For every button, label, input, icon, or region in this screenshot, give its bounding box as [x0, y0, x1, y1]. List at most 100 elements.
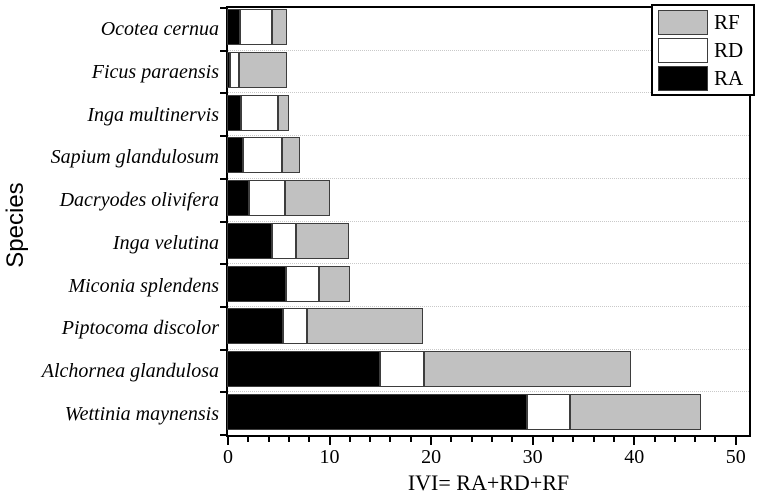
bar-segment-rd: [526, 393, 571, 430]
bar-segment-ra: [227, 222, 272, 259]
x-axis-major-tick: [328, 437, 331, 445]
bar-segment-ra: [227, 265, 286, 302]
x-axis-tick-label: 30: [522, 446, 543, 468]
x-axis-minor-tick: [551, 437, 554, 442]
bar-segment-ra: [227, 9, 241, 46]
category-label: Piptocoma discolor: [61, 317, 219, 340]
bar-segment-rf: [281, 137, 301, 174]
legend-swatch-rd: [658, 37, 708, 63]
bar-segment-rd: [241, 94, 278, 131]
bar-segment-ra: [227, 350, 381, 387]
legend-label: RF: [714, 10, 740, 34]
legend-entry: RA: [653, 64, 753, 92]
bar-segment-ra: [227, 393, 527, 430]
x-axis-minor-tick: [592, 437, 595, 442]
x-axis-minor-tick: [470, 437, 473, 442]
gridline: [228, 220, 749, 222]
y-axis-tick: [220, 49, 226, 52]
legend-label: RA: [714, 66, 744, 90]
bar-segment-rd: [243, 137, 282, 174]
bar-segment-rf: [424, 350, 632, 387]
x-axis-major-tick: [227, 437, 229, 445]
y-axis-tick: [220, 177, 226, 180]
gridline: [228, 177, 749, 179]
x-axis-minor-tick: [389, 437, 392, 442]
x-axis-minor-tick: [308, 437, 311, 442]
x-axis-minor-tick: [267, 437, 270, 442]
x-axis-tick-label: 0: [223, 446, 233, 468]
x-axis-minor-tick: [409, 437, 412, 442]
category-label: Sapium glandulosum: [50, 146, 219, 169]
bar-segment-rf: [284, 180, 330, 217]
x-axis-major-tick: [531, 437, 534, 445]
y-axis-tick: [220, 305, 226, 308]
legend-entry: RF: [653, 8, 753, 36]
y-axis-tick: [220, 7, 226, 9]
x-axis-tick-label: 50: [725, 446, 746, 468]
x-axis-minor-tick: [491, 437, 494, 442]
y-axis-tick: [220, 391, 226, 394]
x-axis-minor-tick: [612, 437, 615, 442]
x-axis-minor-tick: [653, 437, 656, 442]
x-axis-title: IVI= RA+RD+RF: [407, 470, 570, 495]
legend: RF RD RA: [651, 4, 755, 96]
x-axis-minor-tick: [369, 437, 372, 442]
x-axis-tick-label: 40: [624, 446, 645, 468]
bar-segment-ra: [227, 308, 283, 345]
bar-segment-rf: [319, 265, 350, 302]
gridline: [228, 92, 749, 94]
x-axis-minor-tick: [348, 437, 351, 442]
category-label: Inga velutina: [112, 231, 219, 254]
x-axis-major-tick: [734, 437, 737, 445]
category-label: Ficus paraensis: [91, 61, 219, 84]
bar-segment-rd: [230, 52, 240, 88]
category-label: Miconia splendens: [68, 274, 219, 297]
bar-segment-rf: [296, 222, 349, 259]
bar-segment-rf: [570, 393, 702, 430]
x-axis-major-tick: [633, 437, 636, 445]
x-axis-tick-label: 20: [421, 446, 442, 468]
bar-segment-rd: [380, 350, 424, 387]
gridline: [228, 305, 749, 307]
category-label: Dacryodes olivifera: [59, 189, 219, 212]
bar-segment-rd: [240, 9, 272, 46]
bar-segment-rf: [271, 9, 287, 46]
y-axis-tick: [220, 434, 226, 436]
x-axis-minor-tick: [287, 437, 290, 442]
gridline: [228, 135, 749, 137]
legend-swatch-ra: [658, 65, 708, 91]
bar-segment-rf: [307, 308, 423, 345]
category-label: Ocotea cernua: [100, 18, 219, 41]
legend-label: RD: [714, 38, 744, 62]
x-axis-minor-tick: [694, 437, 697, 442]
x-axis-minor-tick: [714, 437, 717, 442]
gridline: [228, 263, 749, 265]
x-axis-tick-label: 10: [319, 446, 340, 468]
bar-segment-rf: [277, 94, 289, 131]
gridline: [228, 391, 749, 393]
bar-segment-rd: [271, 222, 297, 259]
y-axis-tick: [220, 263, 226, 266]
category-label: Inga multinervis: [87, 103, 219, 126]
x-axis-minor-tick: [673, 437, 676, 442]
bar-segment-rd: [249, 180, 285, 217]
x-axis-minor-tick: [572, 437, 575, 442]
x-axis-minor-tick: [511, 437, 514, 442]
legend-swatch-rf: [658, 9, 708, 35]
legend-entry: RD: [653, 36, 753, 64]
bar-segment-rd: [282, 308, 308, 345]
y-axis-tick: [220, 135, 226, 138]
x-axis-major-tick: [430, 437, 433, 445]
bar-segment-ra: [227, 52, 231, 88]
bar-segment-ra: [227, 180, 250, 217]
y-axis-tick: [220, 220, 226, 223]
bar-segment-ra: [227, 94, 242, 131]
bar-segment-rd: [285, 265, 320, 302]
bar-segment-ra: [227, 137, 244, 174]
x-axis-minor-tick: [247, 437, 250, 442]
gridline: [228, 49, 749, 51]
category-label: Alchornea glandulosa: [41, 359, 219, 382]
category-label: Wettinia maynensis: [64, 402, 219, 425]
y-axis-tick: [220, 92, 226, 95]
